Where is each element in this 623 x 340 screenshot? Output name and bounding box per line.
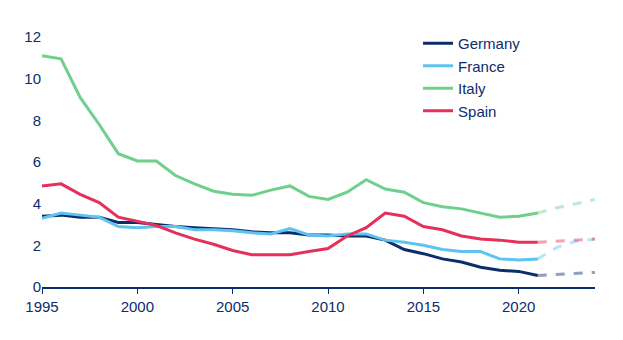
svg-text:1995: 1995 bbox=[25, 298, 58, 315]
svg-text:2005: 2005 bbox=[216, 298, 249, 315]
svg-text:Italy: Italy bbox=[458, 80, 486, 97]
svg-text:France: France bbox=[458, 58, 505, 75]
svg-text:2000: 2000 bbox=[121, 298, 154, 315]
svg-text:10: 10 bbox=[24, 70, 41, 87]
svg-text:2: 2 bbox=[33, 237, 41, 254]
svg-text:2010: 2010 bbox=[311, 298, 344, 315]
svg-text:4: 4 bbox=[33, 195, 41, 212]
svg-text:12: 12 bbox=[24, 28, 41, 45]
svg-text:2020: 2020 bbox=[502, 298, 535, 315]
svg-text:2015: 2015 bbox=[407, 298, 440, 315]
svg-text:6: 6 bbox=[33, 153, 41, 170]
svg-text:Spain: Spain bbox=[458, 103, 496, 120]
svg-text:Germany: Germany bbox=[458, 35, 520, 52]
svg-text:0: 0 bbox=[33, 278, 41, 295]
svg-text:8: 8 bbox=[33, 112, 41, 129]
